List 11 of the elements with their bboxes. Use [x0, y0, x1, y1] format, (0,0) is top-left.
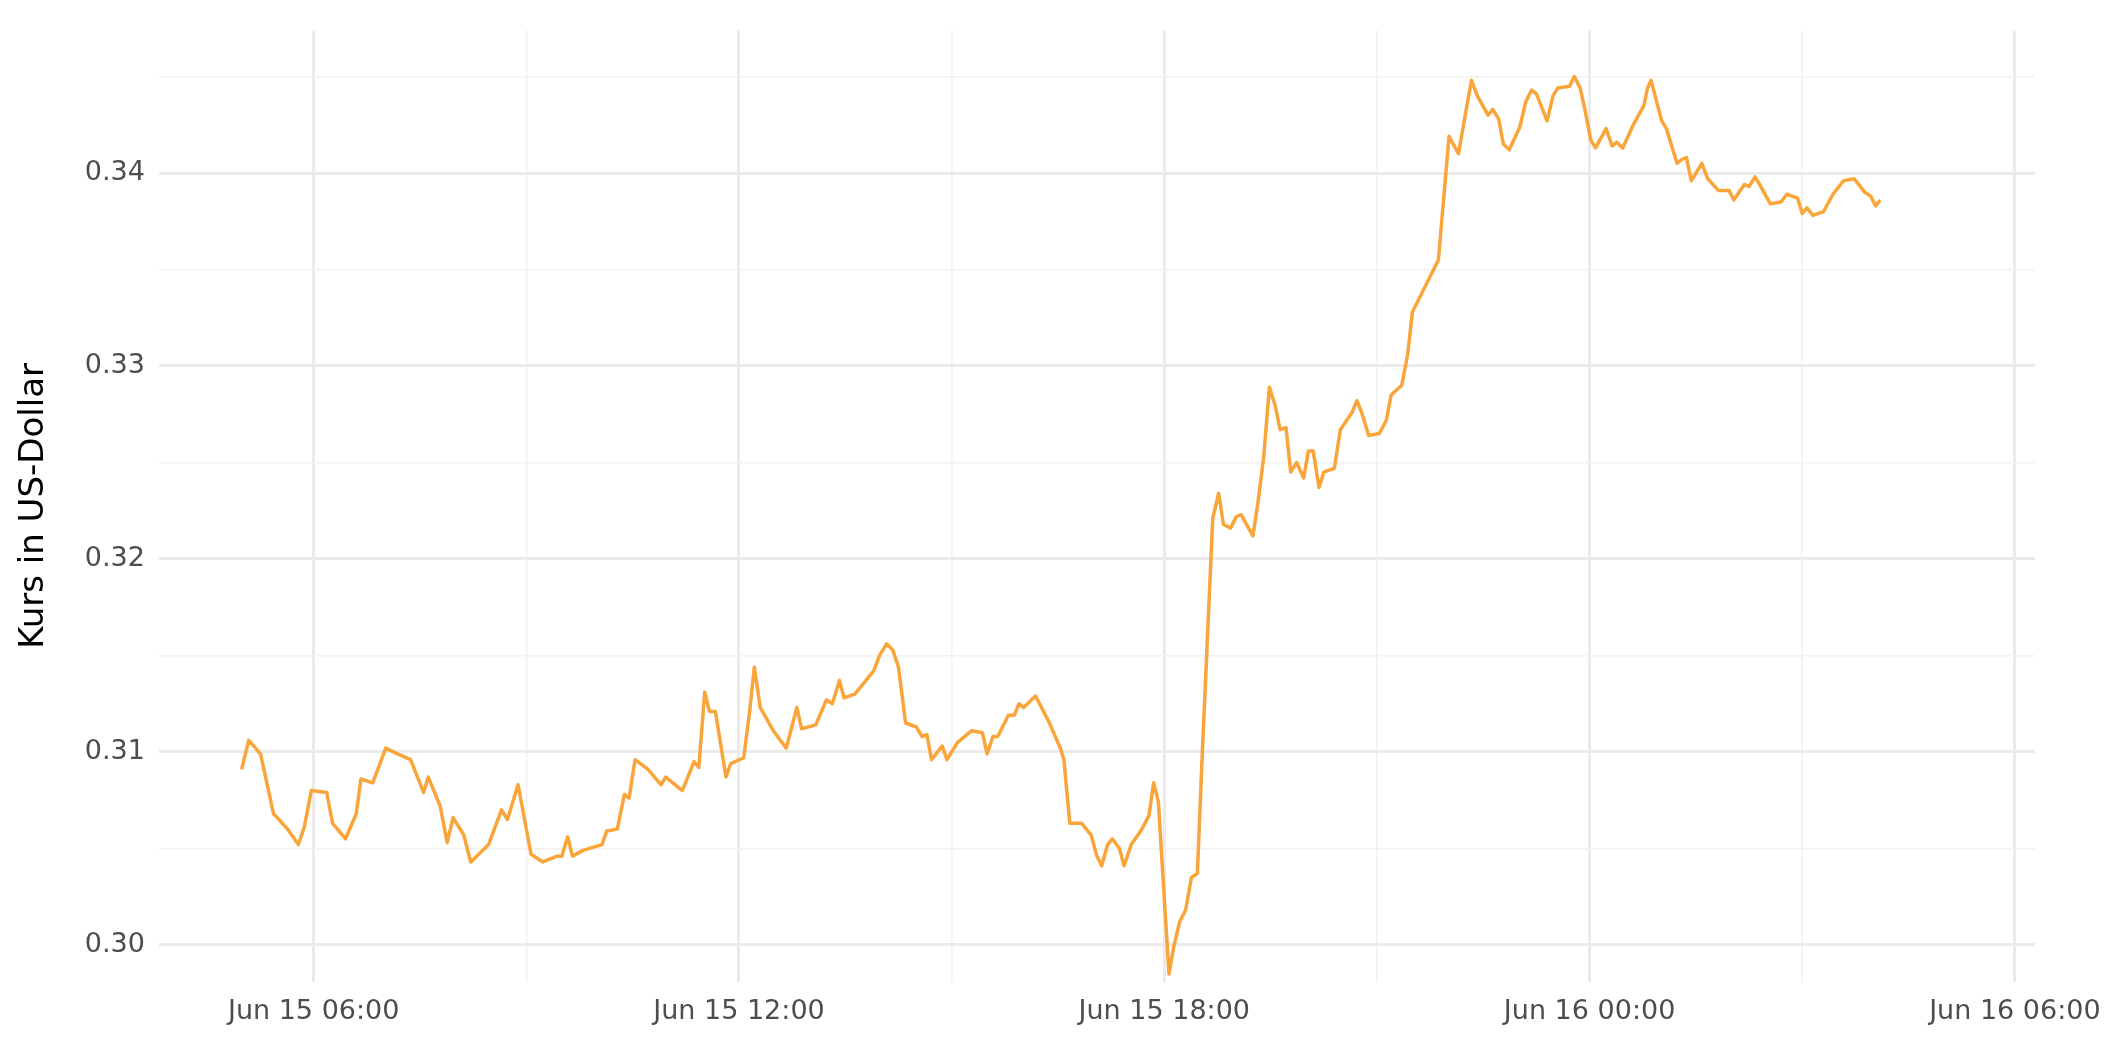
x-tick-label: Jun 15 12:00 [651, 993, 825, 1025]
y-tick-label: 0.32 [84, 540, 145, 572]
y-tick-label: 0.31 [84, 733, 145, 765]
y-tick-label: 0.33 [84, 348, 145, 379]
y-tick-label: 0.34 [84, 155, 145, 187]
x-tick-label: Jun 16 06:00 [1927, 993, 2101, 1025]
y-tick-label: 0.30 [84, 926, 145, 958]
y-axis-title: Kurs in US-Dollar [11, 362, 52, 649]
x-tick-label: Jun 16 00:00 [1501, 993, 1676, 1025]
x-tick-label: Jun 15 18:00 [1076, 993, 1251, 1025]
x-tick-label: Jun 15 06:00 [225, 993, 400, 1025]
